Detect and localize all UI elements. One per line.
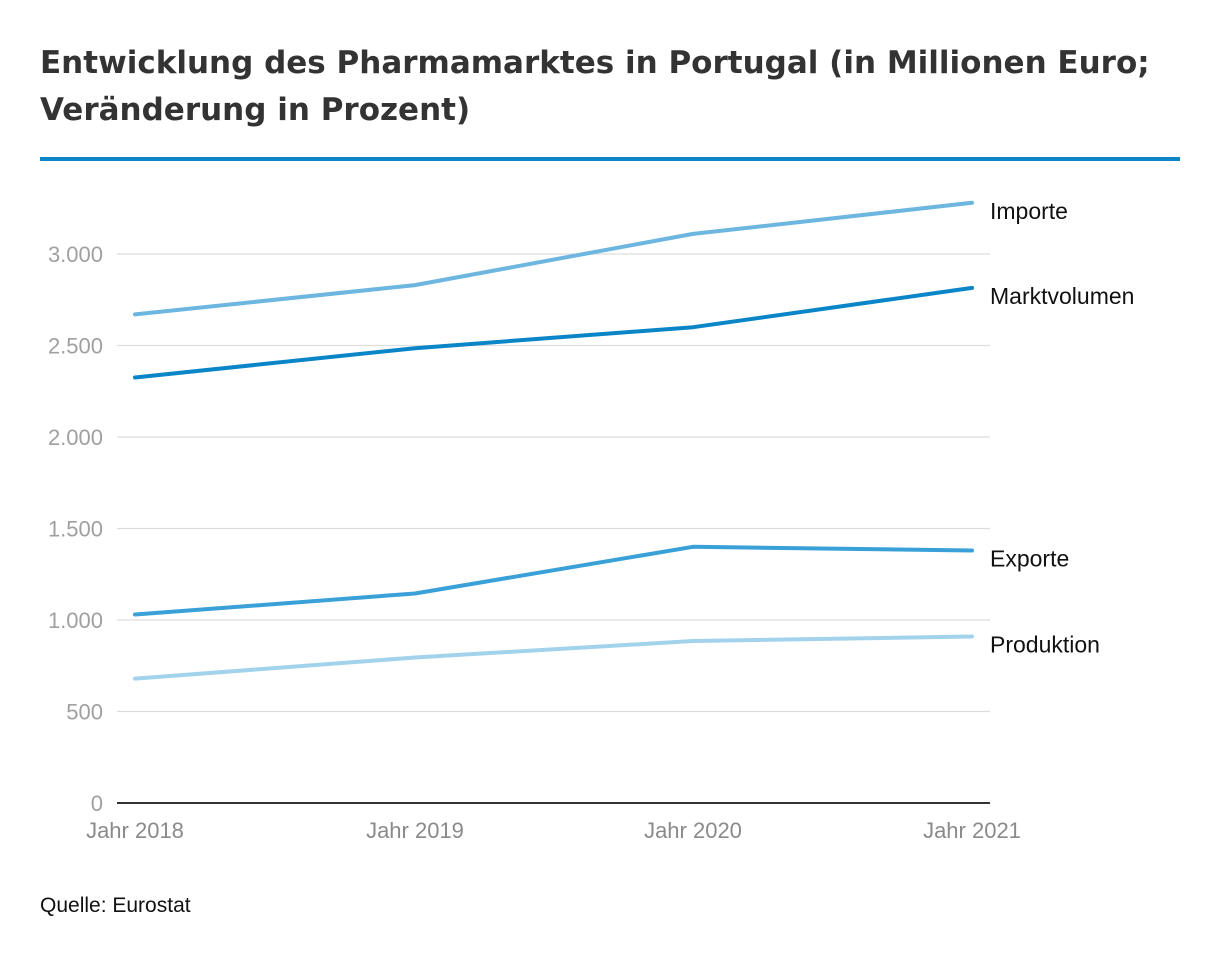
series-line-exporte bbox=[133, 544, 974, 617]
y-tick-label: 1.000 bbox=[48, 608, 103, 633]
series-lines bbox=[133, 200, 974, 681]
series-labels: Importe Marktvolumen Exporte Produktion bbox=[990, 198, 1134, 658]
series-label-exporte: Exporte bbox=[990, 545, 1069, 571]
series-line-marktvolumen bbox=[133, 285, 974, 380]
series-label-marktvolumen: Marktvolumen bbox=[990, 283, 1134, 309]
x-tick-label: Jahr 2019 bbox=[366, 818, 464, 843]
y-tick-label: 0 bbox=[91, 791, 103, 816]
source-note: Quelle: Eurostat bbox=[40, 894, 191, 917]
x-tick-label: Jahr 2021 bbox=[923, 818, 1021, 843]
gridlines bbox=[117, 253, 990, 713]
series-line-importe bbox=[133, 200, 974, 317]
series-label-importe: Importe bbox=[990, 198, 1068, 224]
series-label-produktion: Produktion bbox=[990, 631, 1100, 657]
y-tick-label: 500 bbox=[66, 700, 103, 725]
chart-title: Entwicklung des Pharmamarktes in Portuga… bbox=[40, 45, 1150, 128]
y-tick-label: 2.500 bbox=[48, 334, 103, 359]
title-rule bbox=[40, 157, 1180, 161]
y-tick-label: 1.500 bbox=[48, 517, 103, 542]
y-tick-label: 2.000 bbox=[48, 425, 103, 450]
x-tick-label: Jahr 2020 bbox=[644, 818, 742, 843]
x-tick-label: Jahr 2018 bbox=[86, 818, 184, 843]
y-axis-ticks: 0 500 1.000 1.500 2.000 2.500 3.000 bbox=[48, 242, 103, 816]
series-line-produktion bbox=[133, 634, 974, 681]
x-axis-ticks: Jahr 2018 Jahr 2019 Jahr 2020 Jahr 2021 bbox=[86, 818, 1021, 843]
y-tick-label: 3.000 bbox=[48, 242, 103, 267]
